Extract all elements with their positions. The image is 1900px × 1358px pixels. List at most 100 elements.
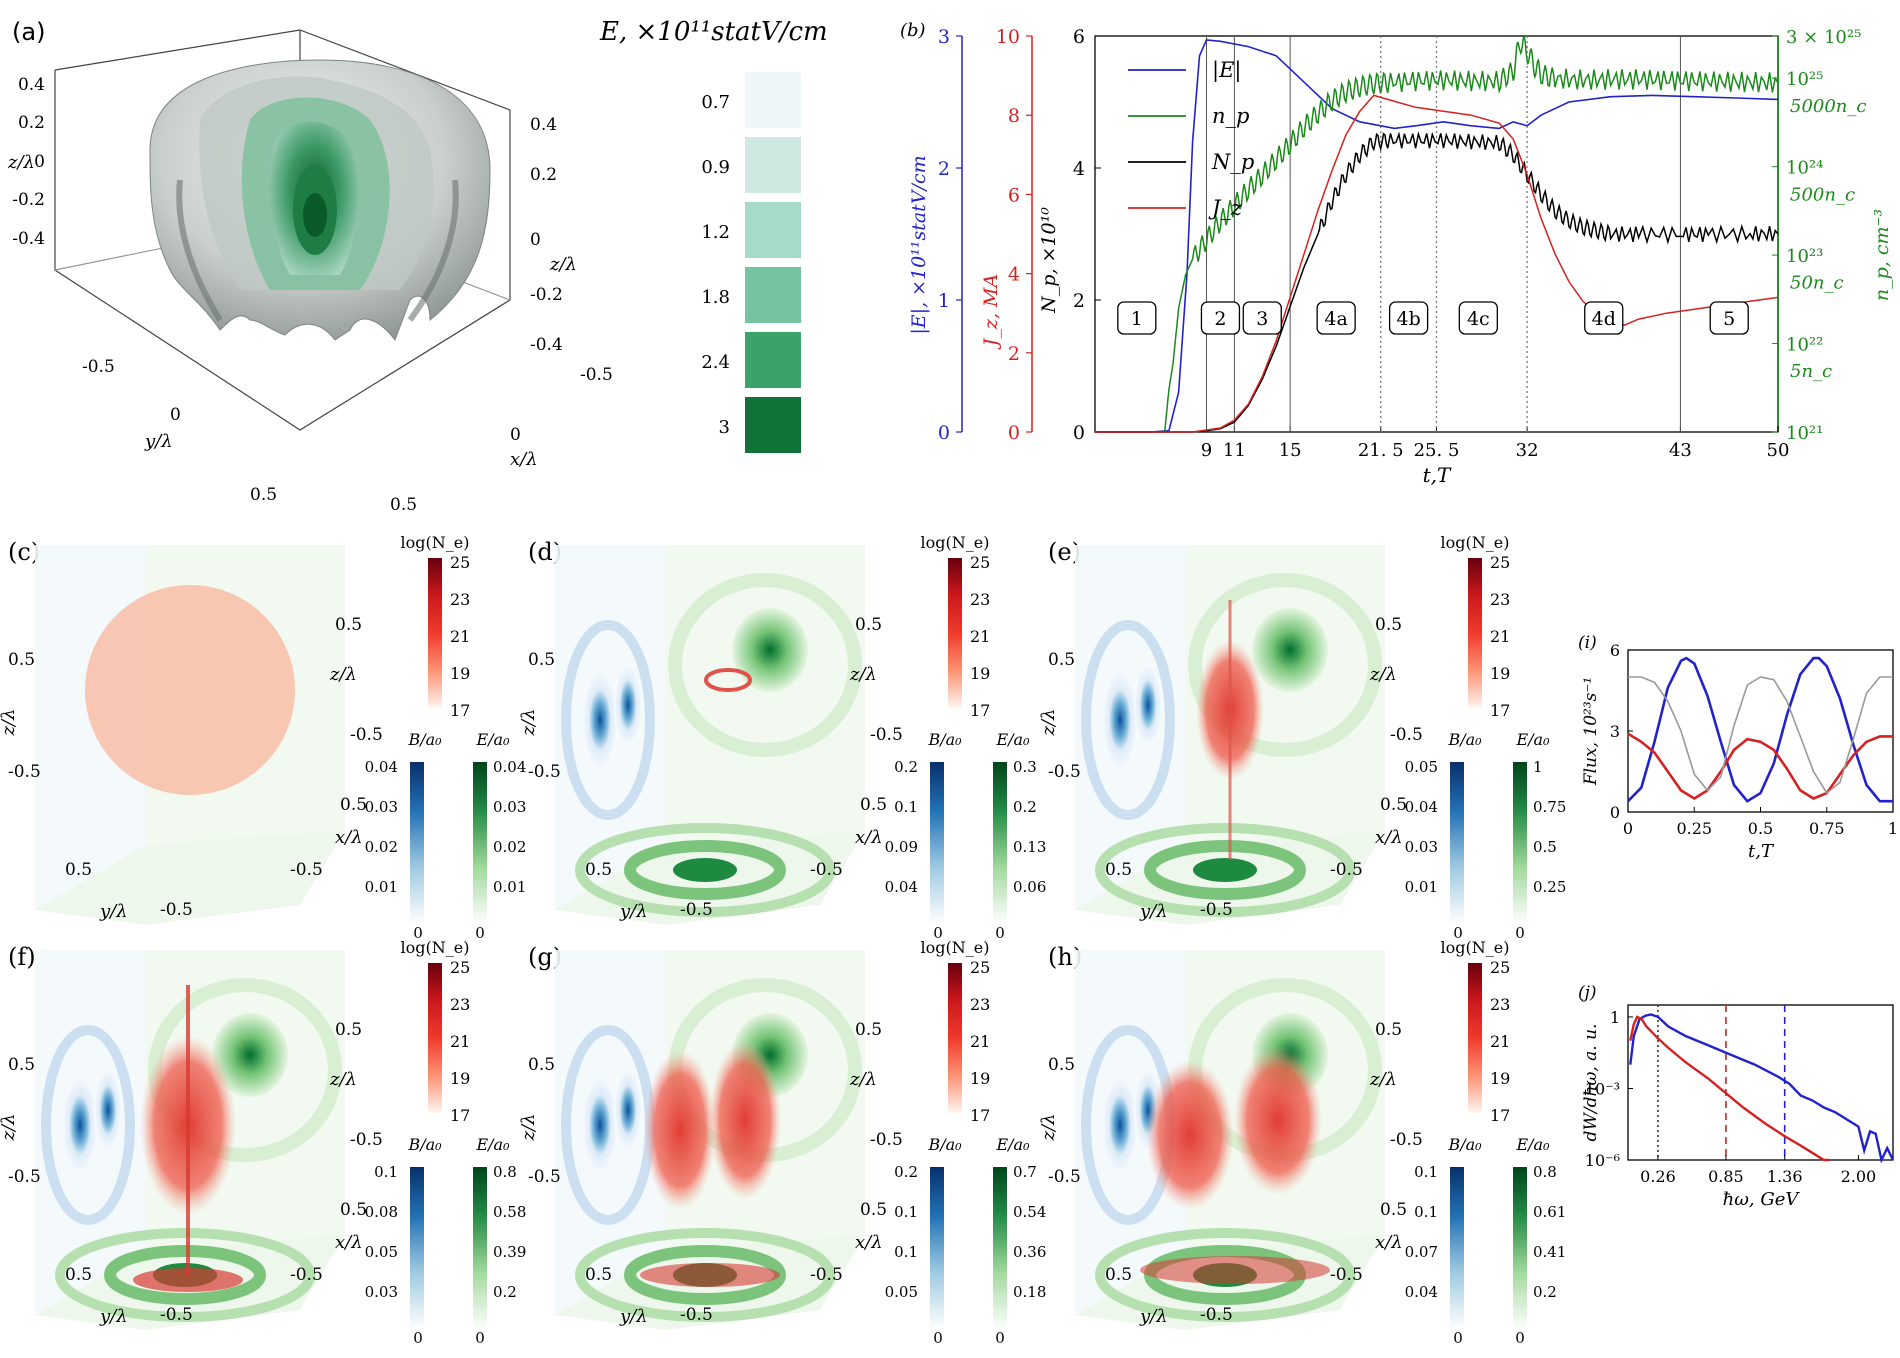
b-colorbar-title: B/a₀ — [407, 1135, 442, 1154]
b-colorbar-title: B/a₀ — [927, 730, 962, 749]
tick-label: 0.5 — [335, 1020, 362, 1040]
tick-label: 0.18 — [1013, 1283, 1046, 1301]
tick-label: 0 — [1453, 924, 1463, 942]
tick-label: 0 — [413, 1329, 423, 1347]
ne-colorbar — [1468, 558, 1482, 708]
tick-label: 0 — [413, 924, 423, 942]
tick-label: 0.5 — [340, 795, 367, 815]
tick-label: 4 — [1008, 264, 1020, 286]
field-isosurface — [149, 59, 491, 342]
nc-label: 5n_c — [1790, 361, 1832, 382]
e-colorbar — [993, 762, 1007, 924]
panels-3d: (c) 0.5 z/λ -0.5 0.5 z/λ -0.5 0.5 x/λ -0.5 0.5 y/λ -… — [0, 533, 1566, 1347]
b-field-lobe — [582, 1075, 618, 1175]
tick-label: 10²⁵ — [1786, 69, 1823, 90]
level-swatch — [745, 202, 801, 258]
phase-label: 2 — [1214, 308, 1226, 330]
phase-box — [1709, 301, 1749, 335]
tick-label: 0.5 — [8, 650, 35, 670]
b-colorbar — [930, 1167, 944, 1329]
phase-box — [1388, 301, 1429, 335]
e-field-ring — [1188, 573, 1382, 757]
tick-label: 0.36 — [1013, 1243, 1046, 1261]
tick-label: -0.5 — [8, 1167, 41, 1187]
tick-label: -0.2 — [12, 190, 45, 210]
tick-label: 0.5 — [1748, 819, 1773, 838]
panel-j: (j) 0.26 0.85 1.36 2.00 1 10⁻³ 10⁻⁶ ħω, GeV dW/d… — [1578, 983, 1895, 1210]
tick-label: 23 — [450, 590, 470, 609]
tick-label: 0.09 — [885, 838, 918, 856]
floor-ring — [575, 1228, 835, 1322]
tick-label: 21 — [450, 1032, 470, 1051]
legend-label: n_p — [1212, 104, 1249, 128]
tick-label: 0.5 — [528, 1055, 555, 1075]
tick-label: 23 — [1490, 995, 1510, 1014]
b-field-ring — [1081, 620, 1175, 820]
tick-label: 23 — [970, 590, 990, 609]
level-label: 0.9 — [701, 157, 730, 178]
y-axis-label: dW/dħω, a. u. — [1581, 1024, 1601, 1142]
tick-label: 0.41 — [1533, 1243, 1566, 1261]
tick-label: 0.05 — [365, 1243, 398, 1261]
tick-label: 0.5 — [1533, 838, 1557, 856]
tick-label: 3 — [938, 26, 950, 48]
b-field-lobe — [614, 1068, 642, 1152]
tick-label: 0.8 — [1533, 1163, 1557, 1181]
y-label: y/λ — [99, 1306, 128, 1327]
tick-label: 0.01 — [1405, 878, 1438, 896]
tick-label: 0.01 — [365, 878, 398, 896]
tick-label: -0.5 — [528, 1167, 561, 1187]
tick-label: 0.5 — [585, 1265, 612, 1285]
electron-disk — [1140, 1256, 1330, 1284]
spectrum-series — [1629, 1015, 1830, 1162]
tick-label: 1.36 — [1767, 1167, 1803, 1186]
tick-label: 0.26 — [1640, 1167, 1676, 1186]
tick-label: 0 — [34, 152, 45, 172]
tick-label: 43 — [1669, 440, 1692, 461]
tick-label: 0 — [995, 924, 1005, 942]
tick-label: 1 — [1533, 758, 1543, 776]
tick-label: 2 — [1008, 343, 1020, 365]
tick-label: 0.02 — [493, 838, 526, 856]
e-field-floor-plane — [35, 830, 345, 925]
b-field-ring — [41, 1025, 135, 1225]
e-colorbar-title: E/a₀ — [995, 730, 1030, 749]
tick-label: -0.5 — [350, 1130, 383, 1150]
floor-ring — [1095, 823, 1355, 917]
tick-label: 0.07 — [1405, 1243, 1438, 1261]
e-field-back-plane — [665, 545, 865, 845]
legend-label: J_z — [1208, 196, 1243, 220]
e-colorbar-title: E/a₀ — [475, 730, 510, 749]
tick-label: 21 — [1490, 627, 1510, 646]
legend-label: N_p — [1211, 150, 1254, 174]
y-label: y/λ — [619, 1306, 648, 1327]
tick-label: 10²² — [1786, 335, 1823, 356]
e-field-spot — [732, 608, 808, 692]
plot-frame — [1627, 1004, 1894, 1161]
electron-disk — [640, 1263, 780, 1287]
tick-label: 0.2 — [894, 758, 918, 776]
b-colorbar — [410, 762, 424, 924]
b-field-lobe — [1102, 1075, 1138, 1175]
tick-label: -0.5 — [870, 725, 903, 745]
e-colorbar-title: E/a₀ — [1515, 730, 1550, 749]
e-colorbar — [1513, 762, 1527, 924]
flux-series — [1627, 656, 1893, 803]
b-field-lobe — [62, 1075, 98, 1175]
floor-ring — [55, 1228, 315, 1322]
nc-label: 50n_c — [1790, 273, 1844, 294]
e-field-spot — [1252, 608, 1328, 692]
tick-label: -0.5 — [290, 860, 323, 880]
x-label: x/λ — [855, 827, 883, 848]
y-label: y/λ — [1139, 1306, 1168, 1327]
tick-label: -0.5 — [810, 860, 843, 880]
tick-label: 19 — [450, 664, 470, 683]
series-line-n — [1163, 35, 1779, 433]
tick-label: 0 — [1515, 924, 1525, 942]
b-field-lobe — [94, 1068, 122, 1152]
b-field-lobe — [1134, 663, 1162, 747]
axis-label-N: N_p, ×10¹⁰ — [1038, 207, 1060, 314]
tick-label: 0.75 — [1809, 819, 1845, 838]
tick-label: 0 — [1610, 803, 1620, 822]
tick-label: 0 — [1073, 422, 1085, 444]
